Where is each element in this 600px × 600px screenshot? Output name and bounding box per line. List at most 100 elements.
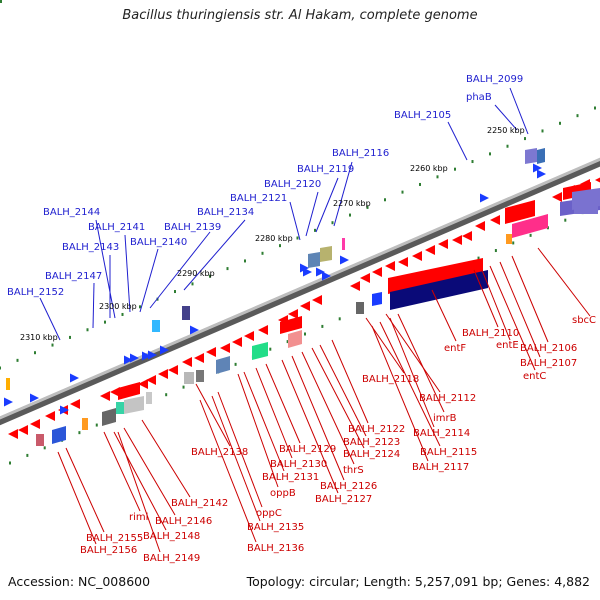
forward-gene: [595, 177, 600, 183]
feature-box: [182, 306, 190, 320]
scale-dot: [69, 335, 71, 339]
label-leader: [281, 359, 339, 494]
gene-label-top: BALH_2152: [7, 287, 64, 298]
scale-dot: [261, 251, 264, 255]
forward-gene: [360, 273, 370, 283]
forward-gene: [70, 399, 80, 409]
label-leader: [195, 383, 231, 447]
reverse-gene: [70, 373, 79, 383]
feature-box: [116, 402, 124, 414]
gene-label-top: BALH_2120: [264, 179, 321, 190]
scale-dot: [269, 347, 272, 351]
feature-box: [506, 234, 512, 244]
gene-label-bottom: riml: [129, 512, 148, 523]
gene-label-bottom: BALH_2149: [143, 553, 200, 564]
label-leader: [301, 351, 355, 465]
reverse-gene: [30, 393, 39, 403]
label-leader: [385, 313, 441, 393]
scale-dot: [559, 121, 561, 125]
gene-label-bottom: BALH_2110: [462, 328, 519, 339]
scale-dot: [512, 241, 515, 245]
feature-box: [308, 252, 320, 268]
forward-gene: [100, 391, 110, 401]
gene-label-bottom: BALH_2142: [171, 498, 228, 509]
label-leader: [183, 219, 246, 291]
label-leader: [39, 297, 61, 341]
scale-dot: [541, 129, 544, 133]
scale-dot: [419, 182, 421, 186]
gene-label-bottom: BALH_2112: [419, 393, 476, 404]
forward-gene: [232, 337, 242, 347]
label-leader: [431, 289, 457, 342]
reverse-gene: [537, 169, 546, 179]
label-leader: [123, 427, 176, 516]
label-leader: [537, 247, 591, 317]
gene-label-bottom: sbcC: [572, 315, 596, 326]
scale-dot: [286, 340, 289, 344]
gene-label-bottom: oppB: [270, 488, 296, 499]
label-leader: [499, 261, 541, 358]
scale-label: 2270 kbp: [333, 199, 371, 208]
reverse-gene: [160, 345, 169, 355]
label-leader: [95, 219, 116, 319]
label-leader: [333, 161, 353, 227]
gene-label-top: BALH_2119: [297, 164, 354, 175]
scale-dot: [234, 362, 237, 366]
forward-gene: [146, 375, 156, 385]
forward-gene: [158, 369, 168, 379]
scale-dot: [304, 332, 306, 336]
forward-gene: [206, 347, 216, 357]
label-leader: [291, 355, 345, 481]
gene-label-top: BALH_2121: [230, 193, 287, 204]
gene-label-bottom: BALH_2126: [320, 481, 377, 492]
reverse-gene: [190, 325, 199, 335]
scale-dot: [296, 236, 299, 240]
forward-gene: [452, 235, 462, 245]
reverse-gene: [322, 271, 331, 281]
label-leader: [139, 248, 159, 313]
label-leader: [481, 269, 511, 341]
scale-dot: [494, 249, 497, 253]
gene-label-bottom: BALH_2115: [420, 447, 477, 458]
feature-box: [288, 330, 302, 348]
label-leader: [289, 201, 301, 241]
label-leader: [243, 371, 285, 472]
reverse-gene: [148, 350, 157, 360]
scale-dot: [436, 175, 439, 179]
label-leader: [265, 363, 301, 444]
forward-gene: [280, 316, 302, 334]
feature-box: [36, 434, 44, 446]
scale-dot: [477, 256, 480, 260]
gene-label-bottom: BALH_2129: [279, 444, 336, 455]
gene-label-bottom: BALH_2118: [362, 374, 419, 385]
gene-label-bottom: BALH_2122: [348, 424, 405, 435]
scale-dot: [51, 343, 54, 347]
forward-gene: [258, 325, 268, 335]
reverse-gene: [372, 292, 382, 306]
forward-gene: [462, 231, 472, 241]
label-leader: [489, 265, 536, 371]
label-leader: [237, 373, 279, 488]
label-leader: [379, 321, 441, 447]
scale-dot: [191, 282, 194, 286]
forward-gene: [398, 257, 408, 267]
feature-box: [574, 206, 598, 214]
scale-dot: [366, 205, 369, 209]
label-leader: [473, 269, 499, 328]
feature-box: [320, 246, 332, 262]
scale-dot: [321, 324, 324, 328]
scale-dot: [524, 137, 526, 141]
scale-dot: [226, 267, 229, 271]
feature-box: [124, 396, 144, 414]
scale-dot: [489, 152, 491, 156]
label-leader: [371, 325, 429, 462]
scale-dot: [95, 423, 98, 427]
scale-dot: [165, 393, 168, 397]
forward-gene: [8, 429, 18, 439]
feature-box: [512, 214, 548, 238]
forward-gene: [425, 245, 435, 255]
label-leader: [494, 104, 518, 131]
forward-gene: [118, 382, 140, 400]
forward-gene: [312, 295, 322, 305]
